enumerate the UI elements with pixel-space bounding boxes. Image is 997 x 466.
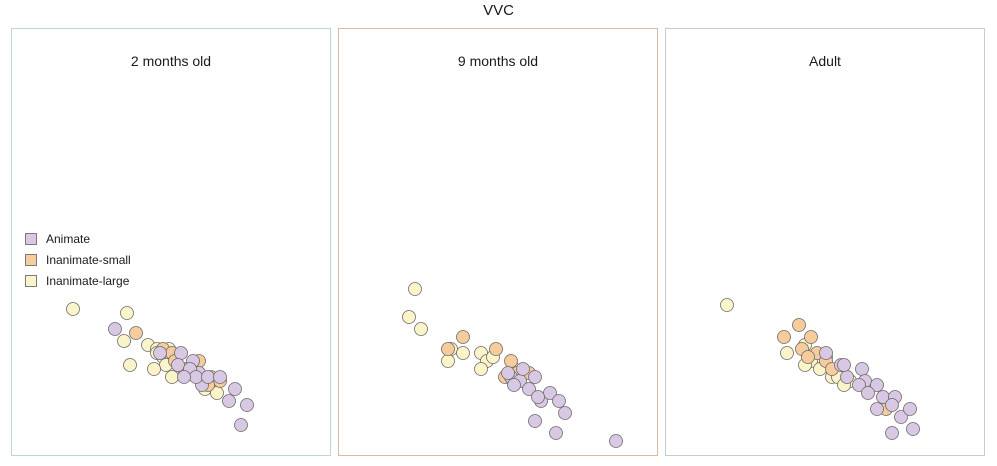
panel-title: Adult [809,53,841,69]
scatter-point-animate [855,362,869,376]
panel-9-months: 9 months old [338,28,658,456]
scatter-point-animate [549,426,563,440]
legend-label: Inanimate-large [46,273,130,288]
scatter-point-animate [222,394,236,408]
scatter-point-animate [840,370,854,384]
scatter-point-inanimate-large [66,302,80,316]
scatter-point-inanimate-large [474,362,488,376]
scatter-point-animate [837,358,851,372]
scatter-point-inanimate-large [414,322,428,336]
scatter-point-inanimate-small [804,330,818,344]
scatter-point-animate [171,358,185,372]
scatter-point-animate [240,398,254,412]
legend-swatch-inanimate-large [25,274,37,287]
legend-swatch-animate [25,232,37,245]
scatter-point-animate [819,346,833,360]
scatter-point-inanimate-small [441,342,455,356]
scatter-plot-9-months [402,282,623,448]
scatter-point-animate [108,322,122,336]
scatter-point-inanimate-small [777,330,791,344]
legend-item-animate: Animate [25,228,131,249]
scatter-plot-2-months [66,302,254,432]
scatter-point-animate [153,346,167,360]
scatter-point-animate [885,426,899,440]
panel-title: 9 months old [457,53,539,69]
legend: Animate Inanimate-small Inanimate-large [25,228,131,291]
scatter-point-animate [552,394,566,408]
scatter-point-animate [228,382,242,396]
scatter-point-inanimate-large [720,298,734,312]
scatter-point-animate [906,422,920,436]
scatter-point-animate [870,402,884,416]
scatter-point-animate [531,390,545,404]
scatter-point-animate [609,434,623,448]
scatter-point-animate [522,382,536,396]
scatter-point-inanimate-large [408,282,422,296]
scatter-point-animate [177,370,191,384]
scatter-point-animate [528,414,542,428]
scatter-point-animate [213,370,227,384]
scatter-plot-adult [720,298,920,440]
scatter-point-animate [852,378,866,392]
panel-adult: Adult [665,28,985,456]
scatter-point-animate [201,370,215,384]
scatter-point-inanimate-large [147,362,161,376]
scatter-point-animate [174,346,188,360]
scatter-point-animate [894,410,908,424]
scatter-point-animate [507,378,521,392]
legend-item-inanimate-small: Inanimate-small [25,249,131,270]
panel-title: 2 months old [130,53,212,69]
scatter-point-inanimate-large [441,354,455,368]
scatter-point-inanimate-small [792,318,806,332]
scatter-point-inanimate-large [120,306,134,320]
scatter-point-animate [861,386,875,400]
scatter-point-animate [189,370,203,384]
scatter-point-inanimate-large [780,346,794,360]
legend-label: Inanimate-small [46,252,131,267]
scatter-point-animate [516,362,530,376]
scatter-point-inanimate-small [489,342,503,356]
legend-swatch-inanimate-small [25,253,37,266]
scatter-point-inanimate-large [165,370,179,384]
scatter-point-inanimate-small [129,326,143,340]
scatter-point-animate [501,366,515,380]
legend-item-inanimate-large: Inanimate-large [25,270,131,291]
scatter-point-inanimate-small [456,330,470,344]
scatter-point-inanimate-large [123,358,137,372]
scatter-point-animate [558,406,572,420]
scatter-point-animate [870,378,884,392]
scatter-point-inanimate-small [504,354,518,368]
scatter-point-animate [885,398,899,412]
legend-label: Animate [46,231,91,246]
scatter-point-inanimate-large [456,346,470,360]
scatter-point-inanimate-small [801,350,815,364]
scatter-point-animate [528,370,542,384]
panel-2-months: 2 months old Animate Inanimate-small Ina… [11,28,331,456]
figure-title: VVC [483,2,514,19]
scatter-point-animate [903,402,917,416]
scatter-point-inanimate-large [117,334,131,348]
scatter-point-animate [234,418,248,432]
scatter-point-inanimate-large [402,310,416,324]
